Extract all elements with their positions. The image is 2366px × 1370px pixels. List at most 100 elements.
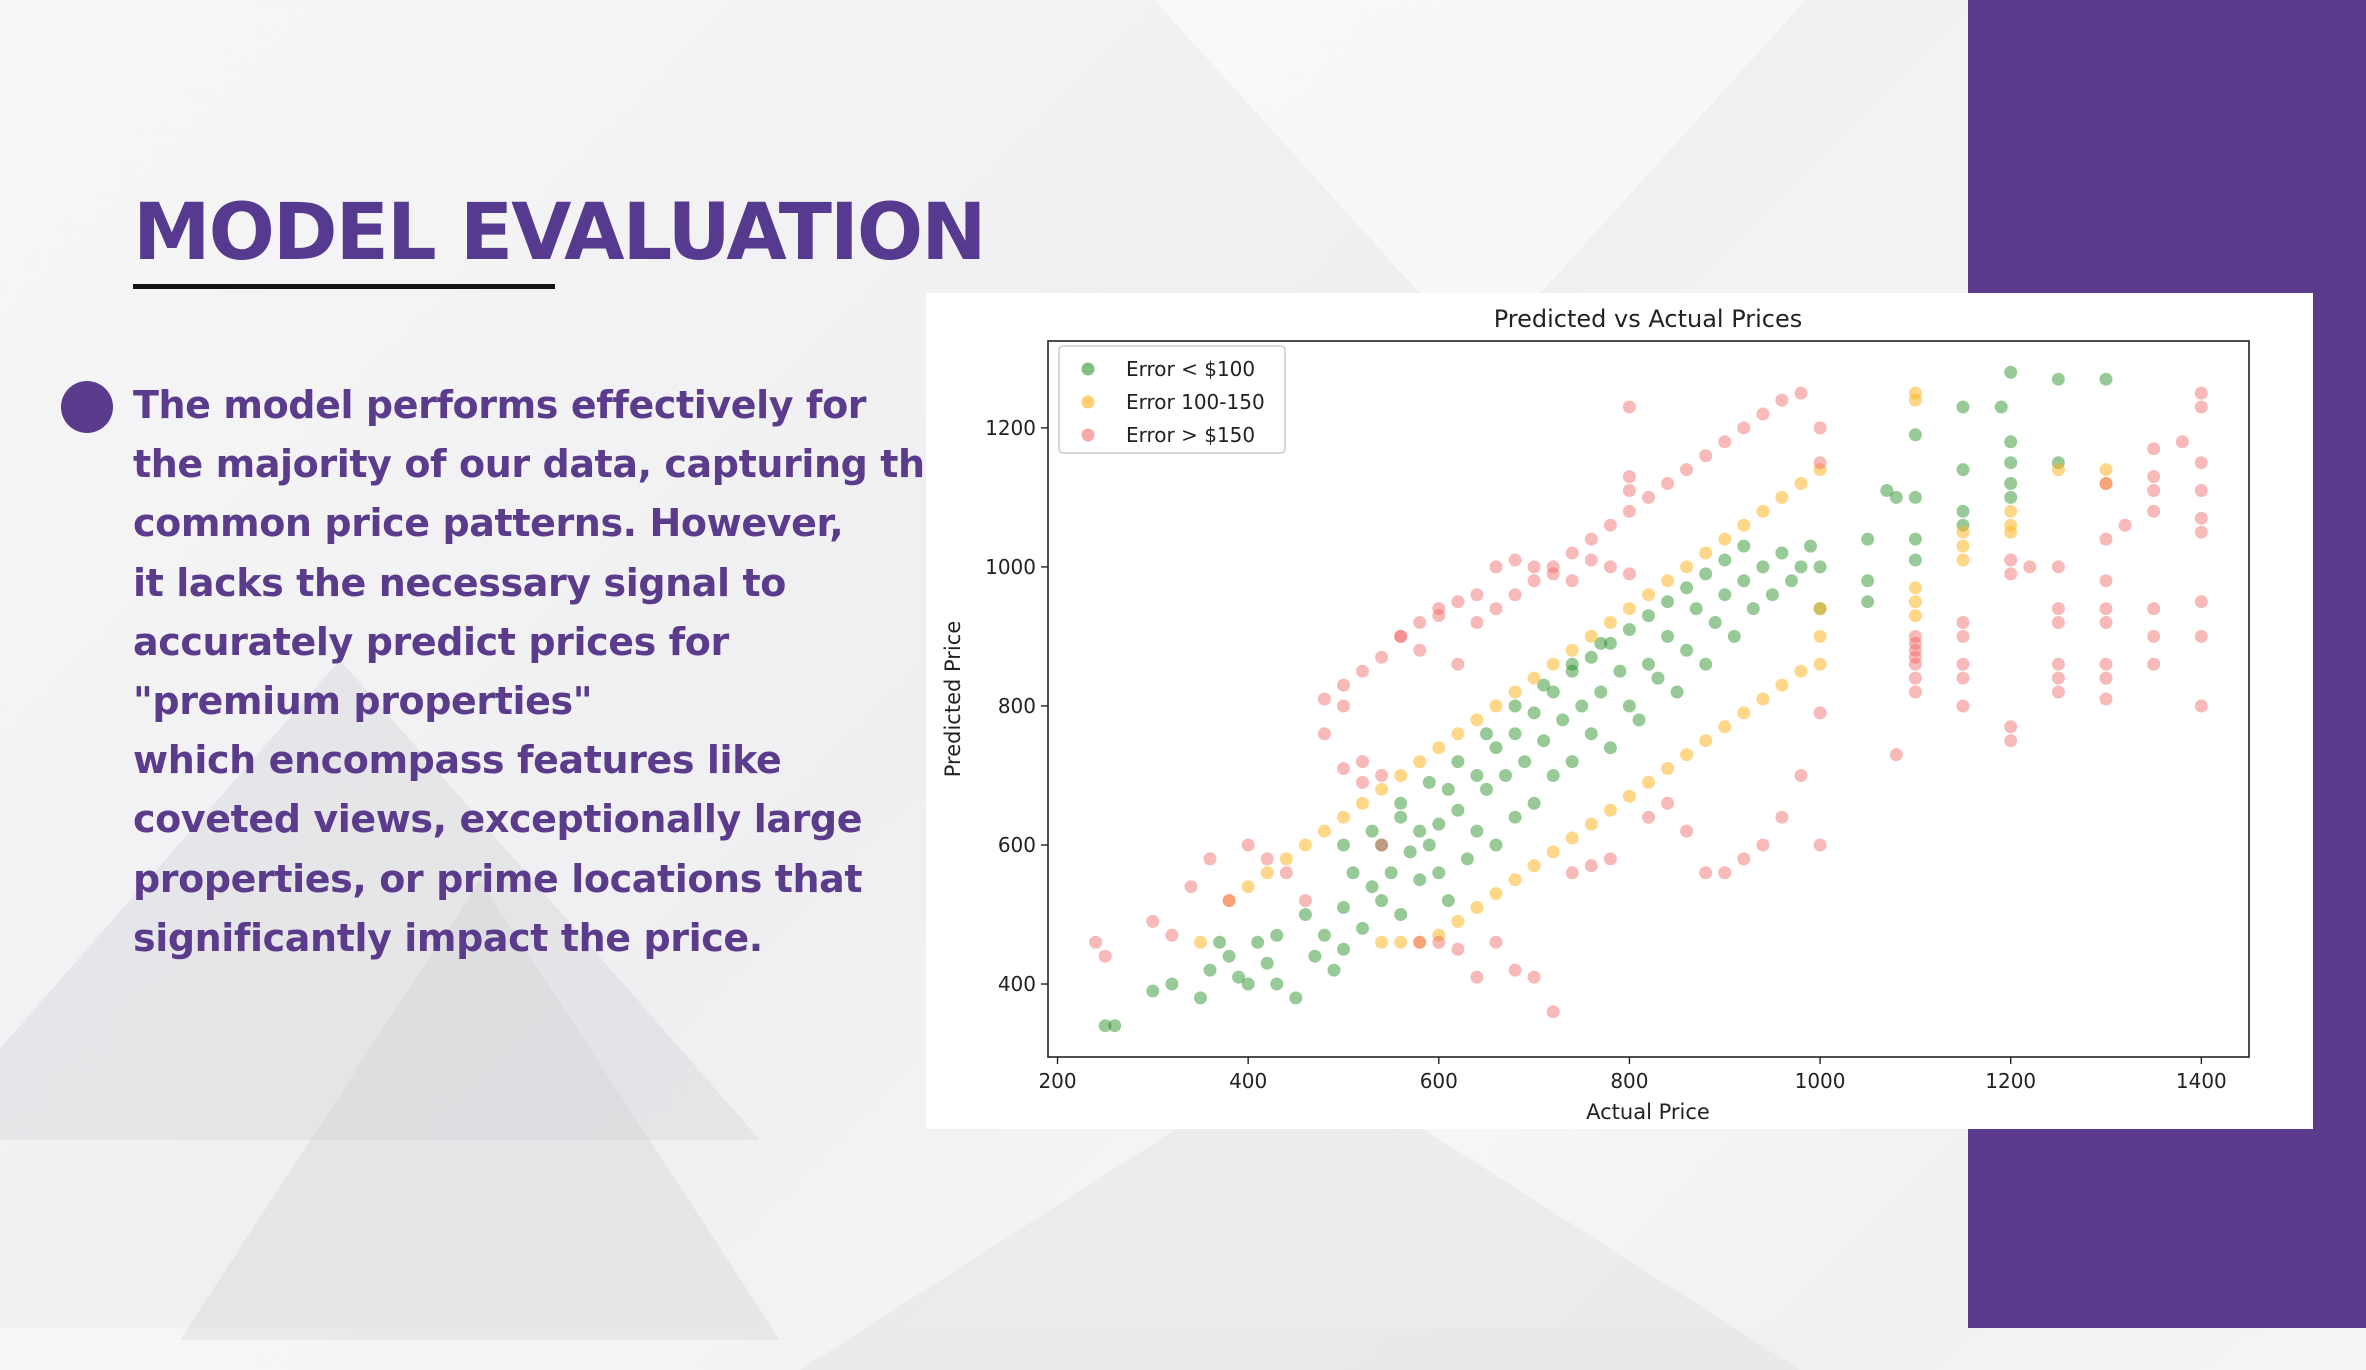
scatter-chart: Predicted vs Actual Prices 200 400 600 800 1… xyxy=(941,305,2250,1124)
scatter-point xyxy=(2004,734,2018,748)
scatter-point xyxy=(2004,477,2018,490)
scatter-point xyxy=(1546,560,1560,574)
scatter-point xyxy=(1203,963,1217,977)
y-tick-label: 400 xyxy=(998,972,1036,996)
scatter-point xyxy=(2147,504,2161,518)
scatter-point xyxy=(1908,581,1922,595)
scatter-point xyxy=(1584,817,1598,831)
slide-title: MODEL EVALUATION xyxy=(133,188,987,278)
scatter-point xyxy=(1527,706,1541,720)
scatter-point xyxy=(1098,1019,1112,1033)
scatter-point xyxy=(1222,894,1236,908)
body-line: "premium properties" xyxy=(133,679,593,724)
scatter-point xyxy=(1613,664,1627,678)
scatter-point xyxy=(1346,866,1360,880)
title-underline xyxy=(133,284,555,289)
scatter-point xyxy=(1956,525,1970,539)
scatter-point xyxy=(1584,532,1598,546)
scatter-point xyxy=(1603,518,1617,532)
scatter-point xyxy=(1756,838,1770,852)
scatter-point xyxy=(2118,518,2132,532)
scatter-point xyxy=(1480,782,1493,796)
scatter-point xyxy=(1327,963,1341,977)
body-line: The model performs effectively for xyxy=(133,383,867,427)
scatter-point xyxy=(1603,803,1617,817)
scatter-point xyxy=(2051,657,2065,671)
scatter-point xyxy=(2147,470,2161,484)
x-tick-label: 800 xyxy=(1610,1069,1648,1093)
scatter-point xyxy=(1956,463,1970,477)
scatter-point xyxy=(2175,435,2189,449)
scatter-point xyxy=(1317,824,1331,838)
scatter-point xyxy=(1489,602,1503,616)
scatter-point xyxy=(1184,880,1198,894)
scatter-point xyxy=(1222,949,1236,963)
y-axis-label: Predicted Price xyxy=(941,621,965,778)
scatter-point xyxy=(1861,595,1875,609)
scatter-point xyxy=(2194,525,2208,539)
body-line: coveted views, exceptionally large xyxy=(133,797,863,842)
scatter-point xyxy=(1375,894,1389,908)
scatter-point xyxy=(1565,664,1579,678)
scatter-point xyxy=(1394,629,1408,643)
scatter-point xyxy=(2099,574,2113,588)
scatter-point xyxy=(1756,560,1770,574)
scatter-point xyxy=(2004,365,2018,379)
body-line: accurately predict prices for xyxy=(133,619,729,664)
scatter-point xyxy=(2051,616,2065,629)
scatter-point xyxy=(1470,901,1484,914)
legend-marker xyxy=(1081,362,1095,376)
scatter-point xyxy=(1775,393,1789,407)
scatter-point xyxy=(2099,477,2113,490)
scatter-point xyxy=(1699,734,1713,748)
scatter-point xyxy=(1527,560,1541,574)
scatter-point xyxy=(1584,629,1598,643)
scatter-point xyxy=(1727,629,1741,643)
scatter-point xyxy=(2051,372,2065,386)
scatter-point xyxy=(1165,928,1179,942)
scatter-point xyxy=(2194,511,2208,525)
scatter-point xyxy=(1908,553,1922,567)
scatter-point xyxy=(1260,866,1274,880)
scatter-point xyxy=(2147,484,2161,497)
scatter-point xyxy=(1317,928,1331,942)
scatter-point xyxy=(1537,734,1551,748)
scatter-point xyxy=(1804,539,1817,553)
scatter-point xyxy=(1775,678,1789,692)
scatter-point xyxy=(1413,755,1427,769)
scatter-point xyxy=(1889,748,1903,762)
body-line: properties, or prime locations that xyxy=(133,856,863,901)
scatter-point xyxy=(1260,852,1274,866)
x-tick-label: 400 xyxy=(1229,1069,1267,1093)
scatter-point xyxy=(1394,908,1408,921)
scatter-point xyxy=(1098,949,1112,963)
scatter-point xyxy=(2194,484,2208,497)
scatter-point xyxy=(1584,727,1598,741)
scatter-point xyxy=(1546,769,1560,782)
body-line: which encompass features like xyxy=(133,738,782,783)
scatter-point xyxy=(2004,456,2018,470)
scatter-point xyxy=(1737,421,1751,435)
scatter-point xyxy=(2194,595,2208,609)
scatter-point xyxy=(1470,713,1484,727)
scatter-point xyxy=(1270,977,1284,991)
scatter-point xyxy=(1622,484,1636,497)
scatter-point xyxy=(1451,755,1465,769)
scatter-point xyxy=(1575,699,1589,713)
scatter-point xyxy=(1480,727,1493,741)
scatter-point xyxy=(2004,435,2018,449)
scatter-point xyxy=(1622,400,1636,414)
scatter-point xyxy=(1441,894,1455,908)
scatter-point xyxy=(1432,935,1446,949)
scatter-point xyxy=(1603,636,1617,650)
scatter-point xyxy=(1565,643,1579,657)
scatter-point xyxy=(1642,490,1655,504)
scatter-point xyxy=(1279,866,1293,880)
scatter-point xyxy=(1451,727,1465,741)
scatter-point xyxy=(1756,407,1770,421)
scatter-point xyxy=(1375,935,1389,949)
scatter-point xyxy=(1508,685,1522,699)
scatter-point xyxy=(1908,629,1922,643)
x-tick-label: 1000 xyxy=(1795,1069,1846,1093)
scatter-point xyxy=(1565,546,1579,560)
